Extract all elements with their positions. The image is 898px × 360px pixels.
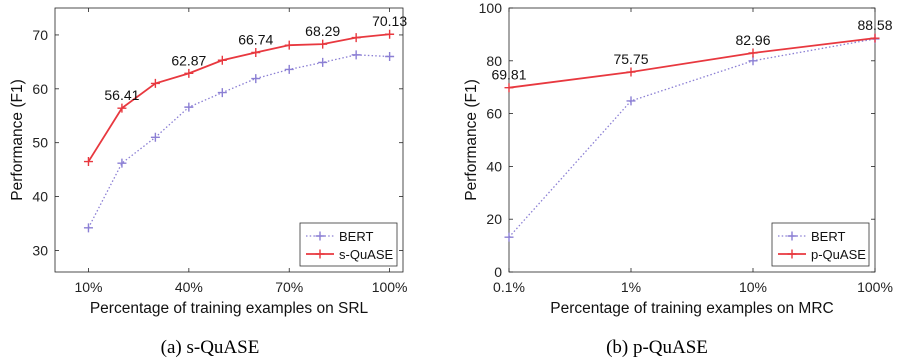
data-point-bert [318, 57, 328, 67]
legend: BERT p-QuASE [771, 222, 870, 267]
data-point-bert [83, 223, 93, 233]
y-tick-label: 40 [486, 158, 502, 174]
plot-area [54, 7, 404, 273]
data-point-s-quase [251, 48, 261, 58]
legend-box [771, 222, 870, 267]
data-point-bert [217, 88, 227, 98]
data-point-bert [117, 158, 127, 168]
data-point-bert [184, 102, 194, 112]
legend-marker-bert [787, 231, 797, 241]
data-label: 62.87 [171, 52, 206, 68]
data-point-p-quase [504, 83, 514, 93]
data-point-s-quase [117, 103, 127, 113]
x-tick-label: 10% [74, 279, 102, 295]
data-label: 75.75 [613, 51, 648, 67]
x-tick-label: 70% [275, 279, 303, 295]
legend-label: p-QuASE [811, 247, 866, 262]
legend-label: s-QuASE [339, 247, 394, 262]
caption-b: (b) p-QuASE [606, 337, 708, 358]
y-axis-label: Performance (F1) [463, 79, 480, 200]
data-label: 68.29 [305, 23, 340, 39]
data-point-bert [504, 232, 514, 242]
caption-a: (a) s-QuASE [161, 337, 260, 358]
data-label: 82.96 [735, 32, 770, 48]
series-line-bert [87, 54, 390, 229]
data-label: 56.41 [104, 87, 139, 103]
x-tick-label: 1% [621, 279, 641, 295]
data-point-s-quase [351, 33, 361, 43]
y-tick-label: 60 [486, 106, 502, 122]
legend: BERT s-QuASE [299, 222, 398, 267]
x-tick-label: 0.1% [493, 279, 525, 295]
series-line-bert [508, 38, 876, 238]
data-point-bert [748, 56, 758, 66]
series-line-p-quase [508, 37, 876, 89]
y-tick-label: 80 [486, 53, 502, 69]
x-axis-label: Percentage of training examples on SRL [90, 300, 369, 317]
data-point-p-quase [748, 48, 758, 58]
y-tick-label: 70 [32, 27, 48, 43]
y-tick-label: 100 [479, 0, 503, 16]
data-point-s-quase [385, 29, 395, 39]
data-point-s-quase [184, 68, 194, 78]
data-point-s-quase [150, 78, 160, 88]
x-tick-label: 100% [372, 279, 408, 295]
legend-label: BERT [339, 229, 373, 244]
y-tick-label: 20 [486, 211, 502, 227]
data-point-s-quase [284, 40, 294, 50]
legend-marker-bert [315, 231, 325, 241]
legend-label: BERT [811, 229, 845, 244]
plot-area [508, 7, 876, 273]
y-tick-label: 40 [32, 189, 48, 205]
data-label: 66.74 [238, 32, 273, 48]
data-point-bert [284, 64, 294, 74]
data-point-bert [626, 96, 636, 106]
y-tick-label: 0 [494, 264, 502, 280]
data-label: 69.81 [491, 67, 526, 83]
data-point-bert [150, 132, 160, 142]
x-axis-label: Percentage of training examples on MRC [550, 300, 833, 317]
data-point-bert [385, 51, 395, 61]
data-point-p-quase [626, 67, 636, 77]
y-tick-label: 30 [32, 242, 48, 258]
y-tick-label: 50 [32, 135, 48, 151]
y-axis-label: Performance (F1) [9, 79, 26, 200]
data-label: 70.13 [372, 13, 407, 29]
y-tick-label: 60 [32, 81, 48, 97]
legend-marker-s-quase [315, 249, 325, 259]
chart-panel-b: 0.1% 1% 10% 100% 0 20 40 60 80 100 Percentage of t… [463, 0, 893, 317]
series-line-s-quase [87, 33, 390, 163]
legend-marker-p-quase [787, 249, 797, 259]
x-tick-label: 100% [857, 279, 893, 295]
data-point-s-quase [83, 157, 93, 167]
x-tick-label: 40% [175, 279, 203, 295]
x-tick-label: 10% [739, 279, 767, 295]
legend-box [299, 222, 398, 267]
data-point-p-quase [870, 33, 880, 43]
data-label: 88.58 [857, 17, 892, 33]
chart-panel-a: 10% 40% 70% 100% 30 40 50 60 70 Percentage of tra… [9, 7, 408, 317]
data-point-bert [351, 50, 361, 60]
data-point-s-quase [217, 55, 227, 65]
data-point-s-quase [318, 39, 328, 49]
data-point-bert [251, 74, 261, 84]
